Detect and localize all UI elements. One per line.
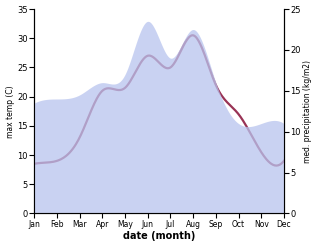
Y-axis label: med. precipitation (kg/m2): med. precipitation (kg/m2) [303,60,313,163]
X-axis label: date (month): date (month) [123,231,195,242]
Y-axis label: max temp (C): max temp (C) [5,85,15,138]
